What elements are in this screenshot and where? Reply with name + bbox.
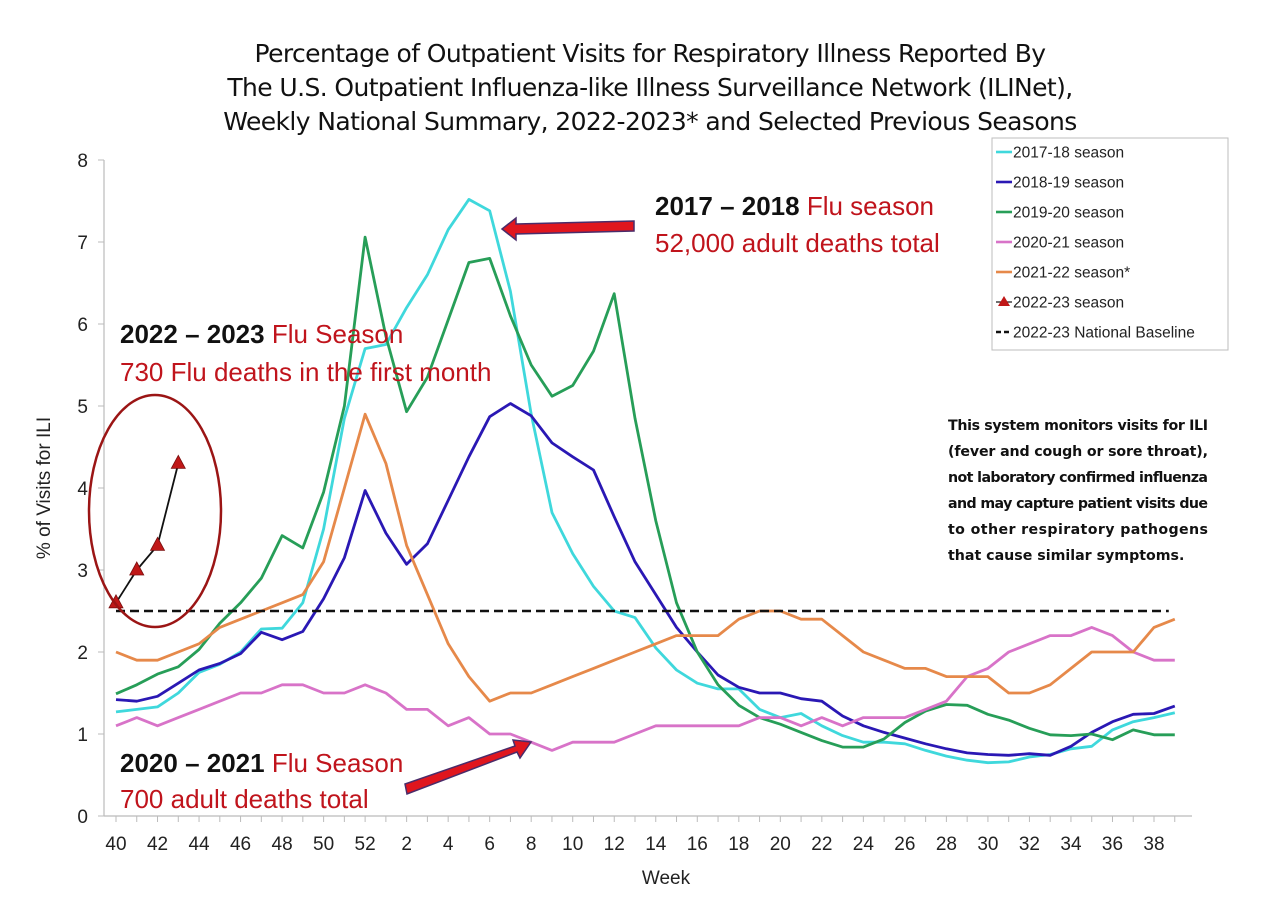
- series-line-2017-18-season: [115, 197, 1176, 765]
- series-group: [108, 197, 1176, 765]
- x-tick-label: 4: [443, 834, 454, 855]
- legend-item: 2020-21 season: [996, 235, 1124, 252]
- legend-label: 2019-20 season: [1013, 205, 1124, 222]
- legend-item: 2019-20 season: [996, 205, 1124, 222]
- x-axis-title: Week: [642, 868, 691, 889]
- note-line: to other respiratory pathogens: [948, 522, 1208, 538]
- title-line-3: Weekly National Summary, 2022-2023* and …: [223, 107, 1076, 136]
- note-line: This system monitors visits for ILI: [948, 418, 1208, 434]
- x-tick-label: 44: [188, 834, 210, 855]
- y-tick-label: 1: [77, 725, 88, 746]
- annotation-2022-23-line1: 2022 – 2023 Flu Season: [120, 319, 403, 349]
- data-point-marker: [170, 454, 186, 469]
- y-ticks: 0 1 2 3 4 5 6 7 8: [77, 151, 104, 828]
- annotation-2022-23-line2: 730 Flu deaths in the first month: [120, 357, 491, 387]
- series-line-2020-21-season: [115, 626, 1175, 752]
- x-tick-label: 38: [1143, 834, 1164, 855]
- title-line-2: The U.S. Outpatient Influenza-like Illne…: [226, 73, 1072, 102]
- annotation-2017-18: 2017 – 2018 Flu season 52,000 adult deat…: [655, 191, 940, 258]
- highlight-ellipse: [87, 393, 223, 629]
- arrow-2020-21: [404, 739, 533, 796]
- x-tick-label: 22: [811, 834, 832, 855]
- legend-item: 2022-23 National Baseline: [996, 325, 1195, 342]
- x-tick-label: 6: [484, 834, 495, 855]
- x-tick-label: 24: [853, 834, 875, 855]
- series-2022-23-season: [108, 454, 186, 609]
- legend-label: 2020-21 season: [1013, 235, 1124, 252]
- legend-item: 2018-19 season: [996, 175, 1124, 192]
- y-tick-label: 2: [77, 643, 88, 664]
- y-axis-title: % of Visits for ILI: [34, 417, 55, 559]
- data-point-marker: [149, 536, 166, 551]
- note-line: that cause similar symptoms.: [948, 548, 1184, 564]
- x-tick-label: 2: [401, 834, 412, 855]
- x-tick-label: 50: [313, 834, 334, 855]
- data-point-marker: [129, 561, 145, 576]
- x-tick-label: 32: [1019, 834, 1040, 855]
- x-tick-label: 10: [562, 834, 583, 855]
- series-line-2021-22-season: [115, 412, 1176, 703]
- x-ticks: 40 42 44 46 48 50 52 2 4 6 8 10 12 14 16 18 20 22 24 26 28 30…: [105, 816, 1176, 855]
- legend-marker: [998, 296, 1010, 306]
- legend-item: 2022-23 season: [996, 295, 1124, 312]
- x-tick-label: 14: [645, 834, 667, 855]
- x-tick-label: 26: [894, 834, 915, 855]
- annotation-2017-18-line2: 52,000 adult deaths total: [655, 228, 940, 258]
- x-tick-label: 12: [604, 834, 625, 855]
- x-tick-label: 46: [230, 834, 251, 855]
- annotation-2020-21-line1: 2020 – 2021 Flu Season: [120, 748, 403, 778]
- series-2018-19-season: [115, 402, 1176, 757]
- y-tick-label: 0: [77, 807, 88, 828]
- series-line-2018-19-season: [115, 402, 1176, 757]
- title-line-1: Percentage of Outpatient Visits for Resp…: [255, 39, 1047, 68]
- annotation-2022-23: 2022 – 2023 Flu Season 730 Flu deaths in…: [120, 319, 491, 387]
- x-tick-label: 34: [1060, 834, 1082, 855]
- note-line: not laboratory confirmed influenza: [948, 470, 1208, 486]
- legend-label: 2022-23 National Baseline: [1013, 325, 1195, 342]
- annotation-2017-18-line1: 2017 – 2018 Flu season: [655, 191, 934, 221]
- annotation-2020-21: 2020 – 2021 Flu Season 700 adult deaths …: [120, 748, 403, 814]
- legend-item: 2017-18 season: [996, 145, 1124, 162]
- x-tick-label: 20: [770, 834, 791, 855]
- note-line: and may capture patient visits due: [948, 496, 1208, 512]
- series-line-2022-23-season: [115, 463, 180, 604]
- series-2021-22-season: [115, 412, 1176, 703]
- legend-label: 2022-23 season: [1013, 295, 1124, 312]
- y-tick-label: 8: [77, 151, 88, 172]
- legend-label: 2017-18 season: [1013, 145, 1124, 162]
- x-tick-label: 42: [147, 834, 168, 855]
- x-tick-label: 48: [272, 834, 293, 855]
- arrow-2017-18: [500, 216, 635, 242]
- x-tick-label: 52: [355, 834, 376, 855]
- x-tick-label: 8: [526, 834, 537, 855]
- x-tick-label: 36: [1102, 834, 1123, 855]
- annotation-2020-21-line2: 700 adult deaths total: [120, 784, 369, 814]
- y-tick-label: 5: [77, 397, 88, 418]
- y-tick-label: 7: [77, 233, 88, 254]
- x-tick-label: 40: [105, 834, 126, 855]
- note-line: (fever and cough or sore throat),: [948, 444, 1208, 460]
- legend-item: 2021-22 season*: [996, 265, 1130, 282]
- series-line-2019-20-season: [115, 235, 1175, 749]
- chart-title: Percentage of Outpatient Visits for Resp…: [223, 39, 1077, 136]
- series-2019-20-season: [115, 235, 1175, 749]
- legend-label: 2021-22 season*: [1013, 265, 1130, 282]
- x-tick-label: 30: [977, 834, 998, 855]
- legend-box: [991, 137, 1229, 351]
- series-2017-18-season: [115, 197, 1176, 765]
- y-tick-label: 3: [77, 561, 88, 582]
- x-tick-label: 16: [687, 834, 708, 855]
- ili-note: This system monitors visits for ILI (fev…: [948, 418, 1208, 564]
- y-tick-label: 6: [77, 315, 88, 336]
- x-tick-label: 28: [936, 834, 957, 855]
- legend: 2017-18 season 2018-19 season 2019-20 seas…: [991, 137, 1229, 351]
- series-2020-21-season: [115, 626, 1175, 752]
- y-tick-label: 4: [77, 479, 88, 500]
- legend-label: 2018-19 season: [1013, 175, 1124, 192]
- x-tick-label: 18: [728, 834, 749, 855]
